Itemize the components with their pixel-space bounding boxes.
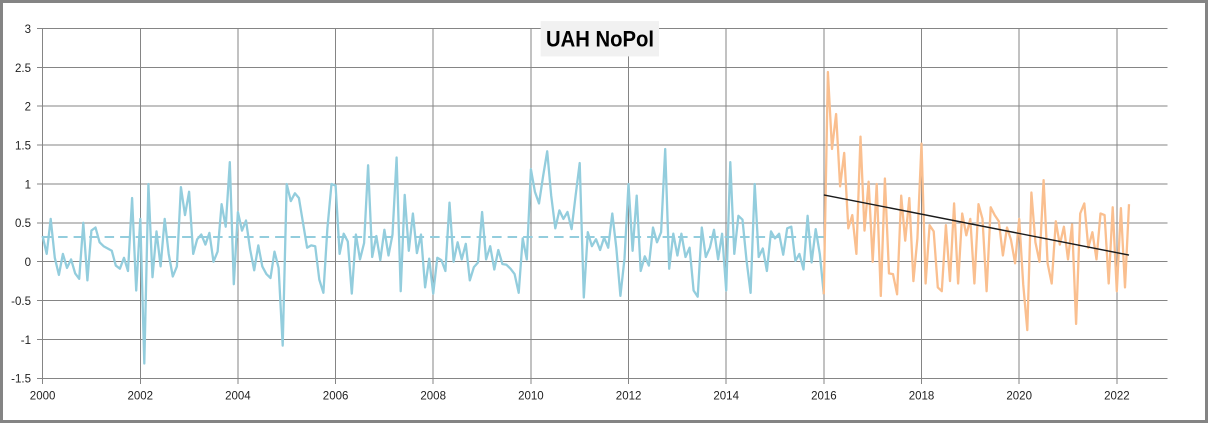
svg-text:2012: 2012	[616, 391, 642, 403]
svg-text:2016: 2016	[811, 391, 837, 403]
svg-text:1.5: 1.5	[15, 141, 31, 153]
svg-text:-0.5: -0.5	[11, 296, 31, 308]
svg-text:2002: 2002	[128, 391, 154, 403]
svg-text:-1: -1	[21, 335, 31, 347]
svg-text:3: 3	[25, 24, 31, 36]
svg-text:1: 1	[25, 179, 31, 191]
svg-text:2020: 2020	[1006, 391, 1032, 403]
svg-text:0.5: 0.5	[15, 218, 31, 230]
svg-text:2022: 2022	[1104, 391, 1130, 403]
svg-text:2: 2	[25, 102, 31, 114]
svg-text:2010: 2010	[518, 391, 544, 403]
svg-text:2018: 2018	[909, 391, 935, 403]
svg-text:2.5: 2.5	[15, 63, 31, 75]
svg-text:2004: 2004	[225, 391, 251, 403]
svg-text:UAH NoPol: UAH NoPol	[546, 26, 654, 51]
svg-text:-1.5: -1.5	[11, 374, 31, 386]
svg-text:2014: 2014	[713, 391, 739, 403]
svg-text:0: 0	[25, 257, 31, 269]
svg-text:2000: 2000	[30, 391, 56, 403]
svg-text:2006: 2006	[323, 391, 349, 403]
svg-text:2008: 2008	[420, 391, 446, 403]
